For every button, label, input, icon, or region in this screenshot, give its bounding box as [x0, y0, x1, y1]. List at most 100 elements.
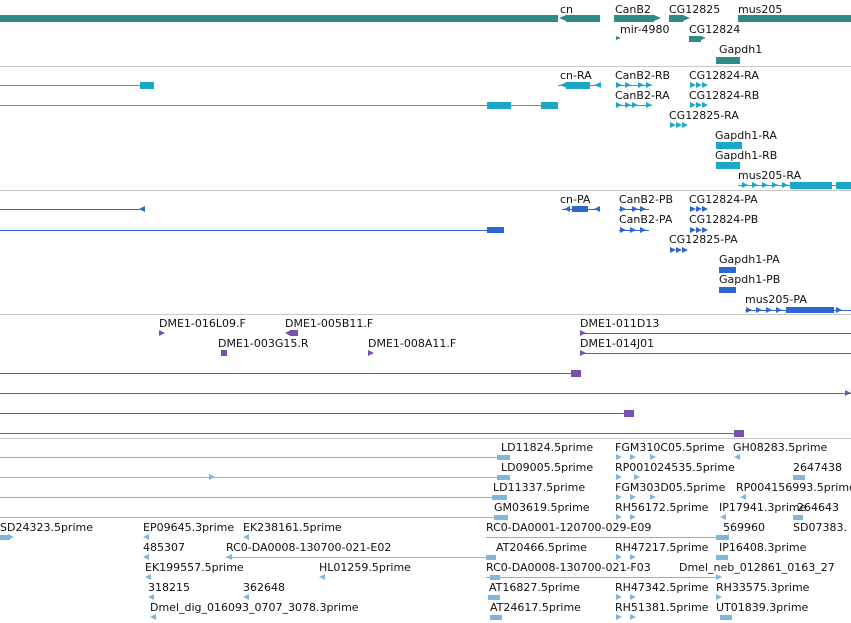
- track-transcript[interactable]: cn-RA CanB2-RB CG12824-RA CanB2-RA CG12824-R…: [0, 66, 851, 191]
- feature-intron-line[interactable]: [0, 433, 734, 434]
- feature-block[interactable]: [624, 410, 634, 417]
- feature-block[interactable]: [716, 142, 742, 149]
- feature-intron-line[interactable]: [0, 105, 487, 106]
- feature-label[interactable]: CG12824-RA: [689, 69, 759, 82]
- feature-block[interactable]: [0, 15, 558, 22]
- feature-label[interactable]: Dmel_neb_012861_0163_27: [679, 561, 835, 574]
- feature-intron-line[interactable]: [486, 537, 716, 538]
- feature-label[interactable]: RC0-DA0008-130700-021-E02: [226, 541, 392, 554]
- feature-block[interactable]: [492, 495, 507, 500]
- feature-block[interactable]: [221, 350, 227, 356]
- feature-label[interactable]: mus205: [738, 3, 783, 16]
- feature-label[interactable]: Gapdh1-RB: [715, 149, 778, 162]
- feature-block[interactable]: [497, 455, 510, 460]
- feature-intron-line[interactable]: [0, 517, 494, 518]
- track-est[interactable]: LD11824.5prime FGM310C05.5prime GH08283.5p…: [0, 438, 851, 623]
- feature-block[interactable]: [490, 615, 502, 620]
- feature-block[interactable]: [566, 82, 590, 89]
- feature-label[interactable]: 264643: [797, 501, 839, 514]
- feature-label[interactable]: RP001024535.5prime: [615, 461, 735, 474]
- feature-intron-line[interactable]: [0, 457, 497, 458]
- feature-intron-line[interactable]: [486, 577, 716, 578]
- feature-block[interactable]: [786, 307, 834, 313]
- feature-block[interactable]: [0, 535, 10, 540]
- feature-label[interactable]: FGM303D05.5prime: [615, 481, 726, 494]
- feature-label[interactable]: EP09645.3prime: [143, 521, 235, 534]
- feature-intron-line[interactable]: [0, 497, 492, 498]
- feature-block[interactable]: [497, 475, 510, 480]
- feature-block[interactable]: [716, 535, 728, 540]
- feature-label[interactable]: CanB2-RA: [615, 89, 670, 102]
- feature-label[interactable]: SD07383.: [793, 521, 847, 534]
- feature-block[interactable]: [490, 575, 500, 580]
- feature-label[interactable]: RC0-DA0008-130700-021-F03: [486, 561, 651, 574]
- feature-label[interactable]: CG12824: [689, 23, 741, 36]
- track-gene[interactable]: cn CanB2 CG12825 mus205 mir-4980 CG12824 Gapdh…: [0, 0, 851, 66]
- feature-block[interactable]: [716, 57, 740, 64]
- feature-block[interactable]: [716, 162, 740, 169]
- feature-label[interactable]: EK238161.5prime: [243, 521, 342, 534]
- feature-block[interactable]: [719, 287, 736, 293]
- feature-block[interactable]: [486, 555, 496, 560]
- feature-label[interactable]: SD24323.5prime: [0, 521, 93, 534]
- feature-label[interactable]: CG12824-PA: [689, 193, 758, 206]
- feature-label[interactable]: RH56172.5prime: [615, 501, 709, 514]
- feature-intron-line[interactable]: [226, 557, 486, 558]
- feature-label[interactable]: IP16408.3prime: [719, 541, 807, 554]
- feature-label[interactable]: GH08283.5prime: [733, 441, 828, 454]
- feature-label[interactable]: DME1-011D13: [580, 317, 660, 330]
- feature-label[interactable]: CanB2-PB: [619, 193, 674, 206]
- feature-label[interactable]: RC0-DA0001-120700-029-E09: [486, 521, 652, 534]
- feature-label[interactable]: CG12824-RB: [689, 89, 760, 102]
- feature-label[interactable]: AT16827.5prime: [489, 581, 580, 594]
- feature-intron-line[interactable]: [0, 85, 140, 86]
- feature-label[interactable]: mir-4980: [620, 23, 670, 36]
- feature-block[interactable]: [716, 555, 728, 560]
- feature-block[interactable]: [738, 15, 851, 22]
- feature-block[interactable]: [290, 330, 298, 336]
- feature-block[interactable]: [689, 36, 701, 42]
- feature-label[interactable]: 362648: [243, 581, 285, 594]
- feature-label[interactable]: FGM310C05.5prime: [615, 441, 725, 454]
- feature-intron-line[interactable]: [511, 105, 541, 106]
- feature-label[interactable]: CanB2-PA: [619, 213, 673, 226]
- feature-block[interactable]: [494, 515, 508, 520]
- feature-label[interactable]: EK199557.5prime: [145, 561, 244, 574]
- feature-label[interactable]: RH47342.5prime: [615, 581, 709, 594]
- feature-block[interactable]: [719, 267, 736, 273]
- feature-label[interactable]: mus205-RA: [738, 169, 802, 182]
- feature-label[interactable]: RH51381.5prime: [615, 601, 709, 614]
- feature-label[interactable]: HL01259.5prime: [319, 561, 411, 574]
- feature-label[interactable]: cn: [560, 3, 574, 16]
- feature-label[interactable]: CG12825-PA: [669, 233, 738, 246]
- feature-label[interactable]: Gapdh1-PB: [719, 273, 781, 286]
- feature-intron-line[interactable]: [616, 85, 652, 86]
- feature-block[interactable]: [566, 15, 600, 22]
- feature-label[interactable]: RH33575.3prime: [716, 581, 810, 594]
- feature-intron-line[interactable]: [0, 373, 571, 374]
- feature-label[interactable]: CanB2: [615, 3, 651, 16]
- feature-label[interactable]: 485307: [143, 541, 185, 554]
- feature-block[interactable]: [669, 15, 683, 22]
- feature-label[interactable]: CG12825: [669, 3, 721, 16]
- feature-block[interactable]: [487, 227, 504, 233]
- feature-label[interactable]: AT24617.5prime: [490, 601, 581, 614]
- feature-block[interactable]: [793, 475, 805, 480]
- feature-intron-line[interactable]: [0, 477, 497, 478]
- feature-label[interactable]: UT01839.3prime: [716, 601, 809, 614]
- feature-label[interactable]: IP17941.3prime: [719, 501, 807, 514]
- feature-label[interactable]: LD11824.5prime: [501, 441, 594, 454]
- feature-label[interactable]: CG12825-RA: [669, 109, 739, 122]
- feature-block[interactable]: [541, 102, 558, 109]
- feature-label[interactable]: RP004156993.5prime: [736, 481, 851, 494]
- feature-block[interactable]: [571, 370, 581, 377]
- feature-label[interactable]: CanB2-RB: [615, 69, 671, 82]
- feature-label[interactable]: LD11337.5prime: [493, 481, 586, 494]
- feature-label[interactable]: cn-PA: [560, 193, 591, 206]
- track-protein[interactable]: cn-PA CanB2-PB CG12824-PA CanB2-PA CG12824-P…: [0, 190, 851, 315]
- feature-block[interactable]: [793, 515, 803, 520]
- feature-label[interactable]: Gapdh1-RA: [715, 129, 777, 142]
- feature-intron-line[interactable]: [580, 353, 851, 354]
- feature-label[interactable]: AT20466.5prime: [496, 541, 587, 554]
- feature-intron-line[interactable]: [580, 333, 851, 334]
